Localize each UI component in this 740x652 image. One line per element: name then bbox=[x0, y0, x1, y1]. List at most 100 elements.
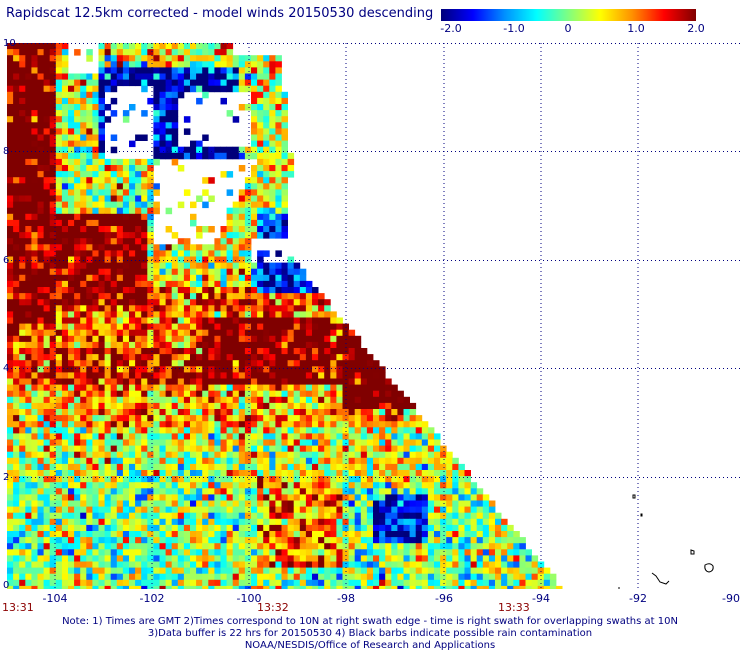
wind-cell bbox=[202, 305, 209, 312]
wind-cell bbox=[80, 470, 87, 477]
wind-cell bbox=[74, 165, 81, 172]
wind-cell bbox=[421, 470, 429, 477]
wind-cell bbox=[55, 470, 63, 477]
wind-cell bbox=[208, 311, 215, 318]
wind-cell bbox=[86, 79, 93, 87]
wind-cell bbox=[177, 201, 185, 209]
wind-cell bbox=[238, 366, 246, 373]
wind-cell bbox=[86, 85, 93, 93]
wind-cell bbox=[409, 494, 417, 501]
wind-cell bbox=[86, 494, 93, 501]
wind-cell bbox=[80, 146, 87, 154]
wind-cell bbox=[275, 415, 282, 422]
wind-cell bbox=[324, 567, 331, 575]
wind-cell bbox=[55, 171, 63, 178]
wind-cell bbox=[446, 476, 453, 483]
wind-cell bbox=[251, 140, 258, 148]
wind-cell bbox=[190, 402, 197, 410]
wind-cell bbox=[391, 421, 398, 428]
wind-cell bbox=[220, 73, 227, 80]
wind-cell bbox=[238, 311, 246, 318]
wind-cell bbox=[25, 402, 32, 410]
wind-cell bbox=[379, 579, 386, 587]
wind-cell bbox=[92, 73, 99, 80]
wind-cell bbox=[141, 244, 148, 251]
wind-cell bbox=[263, 494, 270, 501]
wind-cell bbox=[25, 372, 32, 379]
wind-cell bbox=[232, 378, 240, 385]
wind-cell bbox=[31, 238, 38, 245]
wind-cell bbox=[74, 415, 81, 422]
wind-cell bbox=[385, 488, 392, 495]
wind-cell bbox=[49, 116, 57, 123]
wind-cell bbox=[13, 280, 20, 288]
wind-cell bbox=[147, 567, 154, 575]
wind-cell bbox=[342, 421, 349, 428]
wind-cell bbox=[257, 329, 264, 337]
wind-cell bbox=[232, 311, 240, 318]
wind-cell bbox=[360, 585, 368, 589]
wind-cell bbox=[116, 268, 124, 276]
wind-cell bbox=[31, 378, 38, 385]
wind-cell bbox=[330, 427, 337, 434]
wind-cell bbox=[379, 567, 386, 575]
wind-cell bbox=[7, 97, 14, 105]
wind-cell bbox=[80, 561, 87, 568]
wind-cell bbox=[348, 409, 356, 416]
wind-cell bbox=[415, 482, 423, 489]
wind-cell bbox=[214, 244, 221, 251]
wind-cell bbox=[135, 396, 142, 404]
wind-cell bbox=[141, 482, 148, 489]
wind-cell bbox=[287, 579, 295, 587]
wind-cell bbox=[135, 537, 142, 544]
wind-cell bbox=[122, 451, 130, 459]
wind-cell bbox=[342, 561, 349, 568]
wind-cell bbox=[122, 299, 130, 306]
wind-cell bbox=[165, 445, 173, 453]
wind-cell bbox=[257, 531, 264, 538]
wind-cell bbox=[25, 348, 32, 355]
wind-cell bbox=[287, 366, 295, 373]
wind-cell bbox=[190, 421, 197, 428]
wind-cell bbox=[49, 226, 57, 233]
wind-cell bbox=[80, 189, 87, 196]
wind-cell bbox=[348, 396, 356, 404]
wind-cell bbox=[275, 171, 282, 178]
wind-cell bbox=[177, 85, 185, 93]
wind-cell bbox=[13, 366, 20, 373]
wind-cell bbox=[287, 585, 295, 589]
wind-cell bbox=[183, 354, 191, 361]
wind-cell bbox=[159, 415, 166, 422]
wind-cell bbox=[135, 219, 142, 227]
wind-cell bbox=[263, 104, 270, 111]
wind-cell bbox=[61, 470, 69, 477]
wind-cell bbox=[7, 293, 14, 300]
wind-cell bbox=[104, 299, 112, 306]
wind-cell bbox=[330, 457, 337, 465]
wind-cell bbox=[37, 152, 44, 160]
wind-cell bbox=[165, 378, 173, 385]
wind-cell bbox=[305, 390, 313, 398]
wind-cell bbox=[220, 49, 227, 56]
wind-cell bbox=[7, 445, 14, 453]
wind-cell bbox=[31, 555, 38, 562]
wind-cell bbox=[196, 488, 203, 495]
wind-cell bbox=[159, 274, 166, 282]
wind-cell bbox=[299, 524, 307, 532]
wind-cell bbox=[37, 97, 44, 105]
wind-cell bbox=[110, 573, 118, 581]
wind-cell bbox=[104, 543, 112, 550]
wind-cell bbox=[43, 79, 51, 87]
wind-cell bbox=[135, 280, 142, 288]
wind-cell bbox=[171, 268, 179, 276]
wind-cell bbox=[415, 457, 423, 465]
wind-cell bbox=[7, 171, 14, 178]
wind-cell bbox=[153, 122, 160, 129]
wind-cell bbox=[324, 543, 331, 550]
wind-cell bbox=[244, 402, 252, 410]
wind-cell bbox=[68, 439, 75, 446]
wind-cell bbox=[403, 427, 410, 434]
wind-cell bbox=[226, 287, 234, 294]
wind-cell bbox=[244, 537, 252, 544]
wind-cell bbox=[92, 250, 99, 257]
